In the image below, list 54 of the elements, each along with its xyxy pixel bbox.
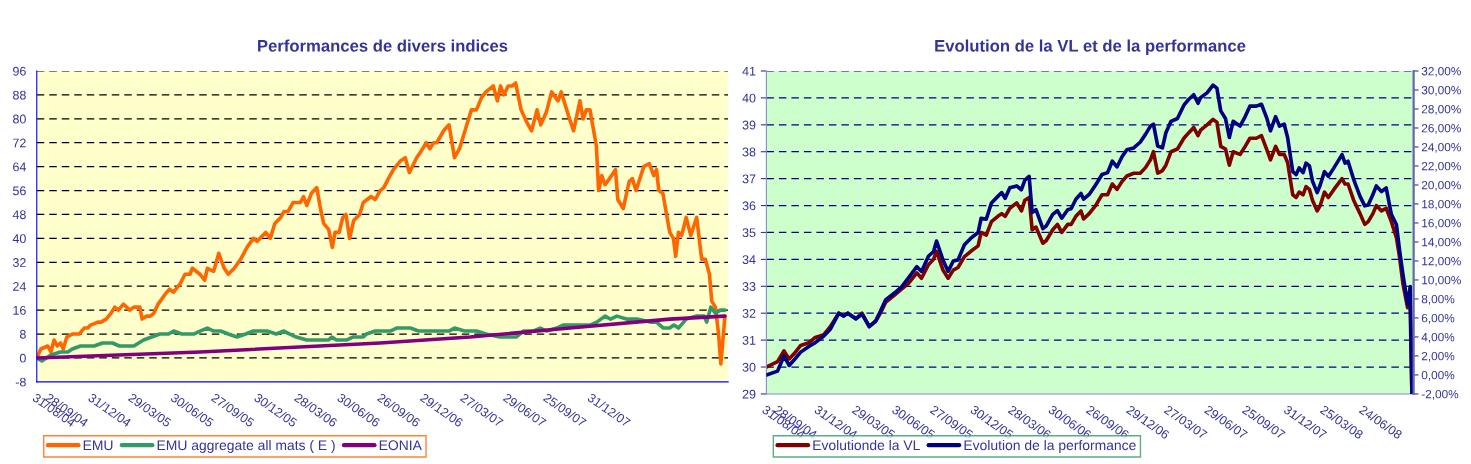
y2-tick-label: 22,00%	[1421, 162, 1461, 172]
chart-title: Performances de divers indices	[258, 39, 508, 52]
y2-tick-label: 12,00%	[1422, 256, 1461, 267]
y-tick-label: 48	[12, 210, 26, 220]
line-series	[36, 314, 727, 360]
y-tick-label: 37	[742, 174, 756, 184]
y-tick-label: 33	[742, 282, 756, 291]
y-tick-label: 29	[742, 389, 756, 399]
y2-tick-label: 10,00%	[1422, 275, 1461, 286]
y-tick-label: 16	[13, 305, 26, 315]
y-tick-label: 35	[742, 228, 756, 238]
y-tick-label: 38	[742, 147, 756, 157]
y-tick-label: 34	[742, 255, 756, 265]
y2-tick-label: 30,00%	[1421, 86, 1461, 96]
legend-label: EMU aggregate all mats ( E )	[157, 439, 335, 453]
y2-tick-label: 18,00%	[1422, 200, 1461, 210]
y2-tick-label: 6,00%	[1421, 313, 1455, 324]
y-tick-label: 39	[742, 120, 756, 130]
y-tick-label: 72	[13, 138, 26, 148]
y2-tick-label: 32,00%	[1421, 67, 1461, 77]
y-tick-label: 32	[12, 258, 26, 267]
y2-tick-label: 4,00%	[1421, 332, 1455, 343]
y2-tick-label: 26,00%	[1421, 124, 1461, 134]
legend-label: EMU	[83, 440, 113, 451]
y-tick-label: 96	[13, 66, 26, 76]
y-tick-label: 56	[12, 186, 26, 196]
y2-tick-label: 0,00%	[1421, 370, 1455, 381]
y-tick-label: 41	[742, 66, 756, 76]
y-tick-label: 36	[742, 201, 756, 211]
y-tick-label: 40	[12, 234, 26, 244]
y-tick-label: 30	[742, 362, 756, 372]
y-tick-label: 64	[13, 162, 26, 172]
y-tick-label: 8	[19, 329, 26, 339]
y2-tick-label: 8,00%	[1421, 294, 1455, 305]
y2-tick-label: 20,00%	[1421, 181, 1461, 191]
y2-tick-label: 14,00%	[1422, 238, 1461, 248]
y-tick-label: 40	[742, 93, 756, 103]
y-tick-label: 88	[13, 90, 26, 100]
legend-label: EONIA	[379, 440, 422, 451]
chart-title: Evolution de la VL et de la performance	[935, 39, 1246, 56]
y-tick-label: 80	[13, 114, 26, 124]
y-tick-label: -8	[15, 377, 26, 387]
y2-tick-label: -2,00%	[1421, 389, 1459, 400]
line-series	[36, 81, 727, 366]
y2-tick-label: 2,00%	[1421, 351, 1455, 362]
y-tick-label: 32	[742, 309, 756, 318]
y2-tick-label: 24,00%	[1421, 143, 1461, 153]
y2-tick-label: 16,00%	[1422, 219, 1461, 229]
y-tick-label: 0	[19, 353, 26, 363]
legend-label: Evolutionde la VL	[813, 439, 920, 451]
y-tick-label: 31	[742, 335, 756, 345]
legend-label: Evolution de la performance	[964, 439, 1136, 453]
y2-tick-label: 28,00%	[1421, 105, 1461, 115]
y-tick-label: 24	[13, 282, 26, 291]
